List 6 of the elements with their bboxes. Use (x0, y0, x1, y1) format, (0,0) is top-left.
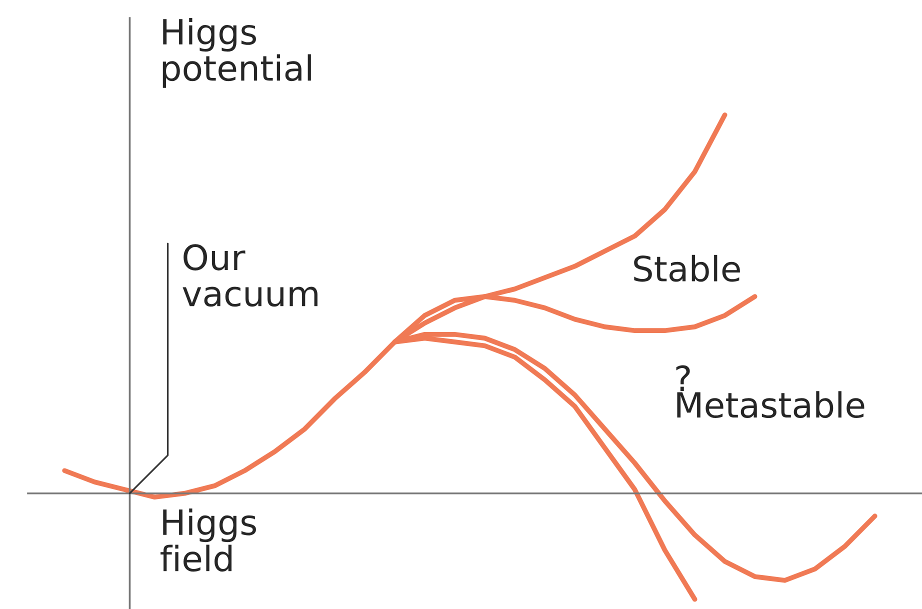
x-axis-title: Higgs field (160, 508, 256, 572)
y-axis-title: Higgs potential (162, 18, 311, 88)
annotation: Our vacuum (182, 244, 318, 307)
annotation: Metastable (677, 391, 864, 418)
annotation: Stable (634, 254, 740, 282)
annotation: ? (676, 365, 690, 392)
